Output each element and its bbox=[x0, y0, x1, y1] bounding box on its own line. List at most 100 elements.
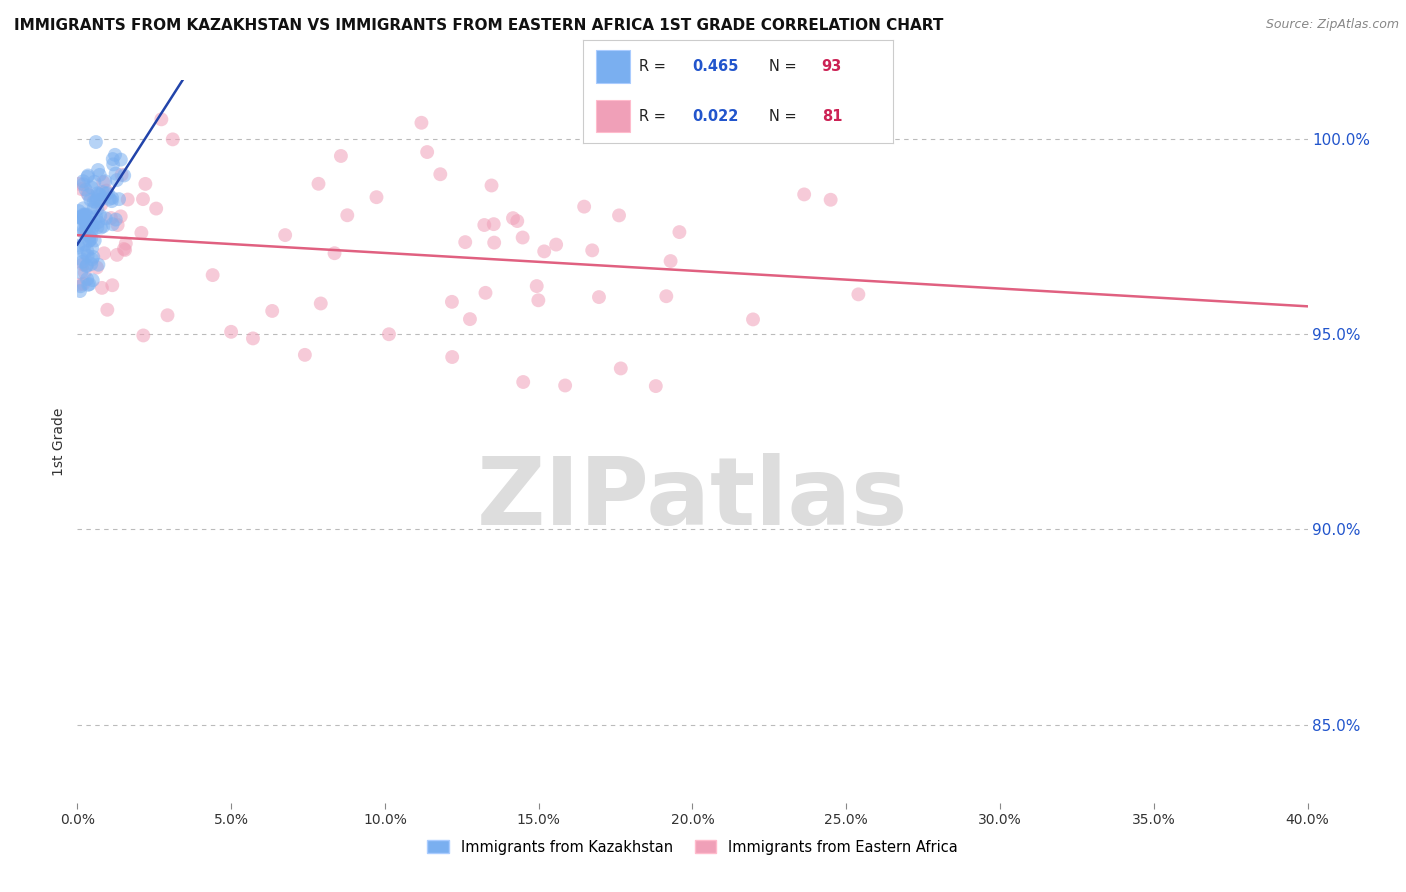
Point bbox=[132, 328, 155, 343]
Point bbox=[84, 210, 107, 224]
Point bbox=[79, 277, 101, 292]
Point bbox=[89, 209, 111, 223]
Point bbox=[458, 312, 481, 326]
FancyBboxPatch shape bbox=[596, 100, 630, 132]
Point bbox=[70, 252, 93, 267]
Point bbox=[309, 296, 332, 310]
Point bbox=[86, 260, 108, 275]
Point bbox=[94, 211, 117, 226]
Point bbox=[610, 361, 633, 376]
Point bbox=[67, 204, 90, 219]
Point bbox=[75, 259, 97, 273]
Point bbox=[546, 237, 568, 252]
Legend: Immigrants from Kazakhstan, Immigrants from Eastern Africa: Immigrants from Kazakhstan, Immigrants f… bbox=[422, 834, 963, 861]
Text: R =: R = bbox=[640, 59, 671, 74]
Point bbox=[416, 145, 439, 159]
Point bbox=[76, 272, 98, 286]
Point bbox=[76, 186, 98, 201]
Point bbox=[76, 209, 98, 223]
Point bbox=[79, 234, 101, 248]
Point bbox=[411, 116, 433, 130]
Point bbox=[472, 218, 495, 232]
Point bbox=[84, 194, 107, 209]
Point bbox=[145, 202, 167, 216]
Point bbox=[76, 249, 98, 263]
Point bbox=[77, 188, 100, 202]
Point bbox=[83, 234, 105, 248]
Point bbox=[105, 173, 128, 187]
Point bbox=[76, 227, 98, 242]
Point bbox=[117, 193, 139, 207]
Point bbox=[588, 290, 610, 304]
Point bbox=[134, 177, 156, 191]
Point bbox=[73, 266, 96, 280]
Point bbox=[104, 212, 127, 227]
Point bbox=[82, 216, 104, 230]
Point bbox=[114, 243, 136, 257]
Point bbox=[607, 208, 630, 222]
Point bbox=[73, 216, 96, 230]
Point bbox=[83, 201, 105, 215]
Point bbox=[79, 229, 101, 244]
Point bbox=[72, 178, 94, 192]
Point bbox=[533, 244, 555, 259]
Point bbox=[581, 244, 603, 258]
Point bbox=[67, 240, 90, 254]
Point bbox=[101, 217, 124, 231]
Point bbox=[242, 331, 264, 345]
Point bbox=[219, 325, 242, 339]
Text: R =: R = bbox=[640, 109, 671, 124]
Point bbox=[72, 255, 94, 269]
Point bbox=[274, 228, 297, 243]
Point bbox=[502, 211, 524, 226]
Point bbox=[294, 348, 316, 362]
FancyBboxPatch shape bbox=[596, 50, 630, 83]
Point bbox=[441, 350, 464, 364]
Point bbox=[67, 238, 90, 252]
Point bbox=[336, 208, 359, 222]
Point bbox=[454, 235, 477, 249]
Point bbox=[440, 294, 463, 309]
Point bbox=[482, 217, 505, 231]
Point bbox=[66, 217, 89, 231]
Text: N =: N = bbox=[769, 59, 801, 74]
Text: 93: 93 bbox=[821, 59, 842, 74]
Point bbox=[73, 226, 96, 240]
Point bbox=[80, 241, 103, 255]
Point bbox=[668, 225, 690, 239]
Point bbox=[100, 194, 122, 208]
Point bbox=[94, 174, 117, 188]
Point bbox=[793, 187, 815, 202]
Point bbox=[108, 192, 131, 206]
Text: 81: 81 bbox=[821, 109, 842, 124]
Point bbox=[80, 252, 103, 267]
Point bbox=[70, 182, 93, 196]
Point bbox=[80, 232, 103, 246]
Point bbox=[150, 112, 173, 127]
Point bbox=[378, 327, 401, 342]
Point bbox=[474, 285, 496, 300]
Point bbox=[100, 211, 122, 225]
Point bbox=[76, 219, 98, 233]
Point bbox=[659, 254, 682, 268]
Point bbox=[131, 226, 153, 240]
Point bbox=[86, 193, 108, 207]
Point bbox=[75, 213, 97, 227]
Point bbox=[107, 218, 129, 232]
Point bbox=[110, 210, 132, 224]
Point bbox=[73, 209, 96, 223]
Point bbox=[366, 190, 388, 204]
Point bbox=[91, 175, 114, 189]
Point bbox=[848, 287, 870, 301]
Point bbox=[77, 169, 100, 183]
Point bbox=[69, 210, 91, 224]
Point bbox=[527, 293, 550, 308]
Point bbox=[76, 169, 98, 184]
Point bbox=[742, 312, 765, 326]
Point bbox=[429, 167, 451, 181]
Point bbox=[162, 132, 184, 146]
Point bbox=[89, 187, 111, 202]
Point bbox=[156, 308, 179, 322]
Point bbox=[98, 192, 121, 206]
Point bbox=[77, 234, 100, 248]
